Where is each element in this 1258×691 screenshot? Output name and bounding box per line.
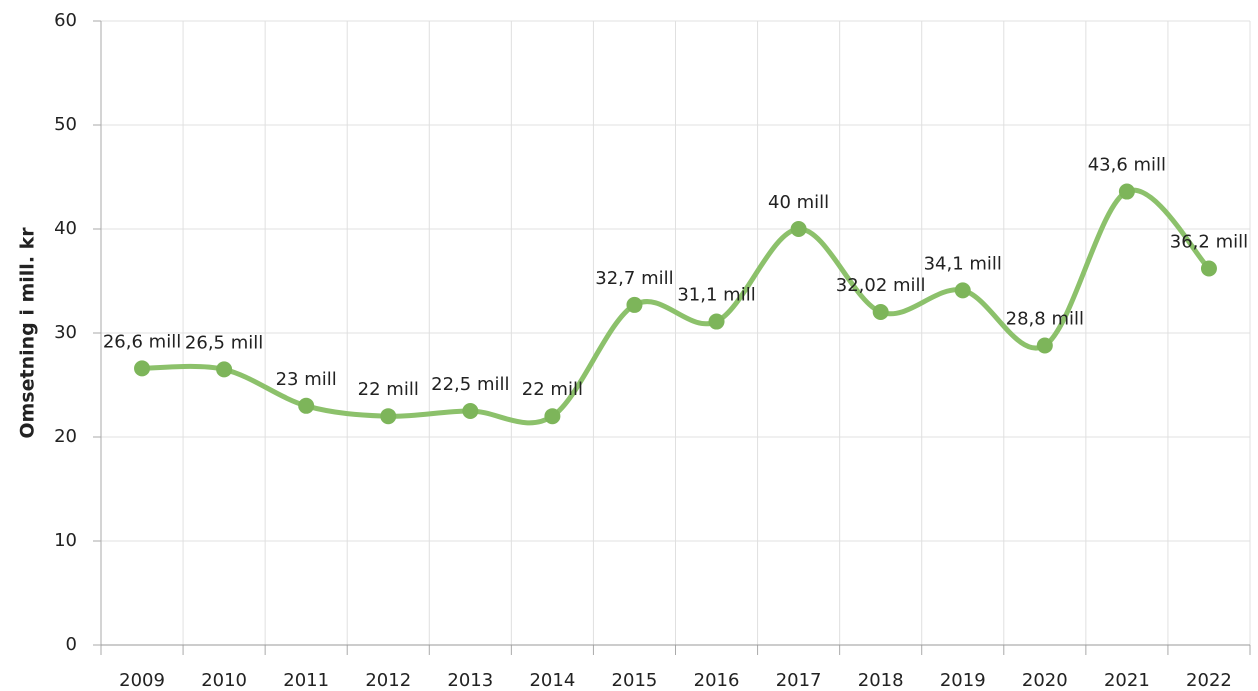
x-tick-label: 2022 bbox=[1186, 670, 1232, 691]
x-tick-label: 2015 bbox=[612, 670, 658, 691]
x-tick-label: 2017 bbox=[776, 670, 822, 691]
y-tick-label: 10 bbox=[54, 530, 77, 551]
point bbox=[380, 408, 397, 425]
data-label: 32,7 mill bbox=[595, 268, 673, 289]
x-tick-label: 2018 bbox=[858, 670, 904, 691]
data-label: 31,1 mill bbox=[677, 285, 755, 306]
data-label: 28,8 mill bbox=[1006, 308, 1084, 329]
x-tick-label: 2019 bbox=[940, 670, 986, 691]
x-tick-label: 2009 bbox=[119, 670, 165, 691]
data-label: 23 mill bbox=[276, 369, 337, 390]
point bbox=[1118, 183, 1135, 200]
data-label: 43,6 mill bbox=[1088, 155, 1166, 176]
point bbox=[708, 313, 725, 330]
point bbox=[954, 282, 971, 299]
data-label: 32,02 mill bbox=[836, 275, 926, 296]
y-tick-label: 30 bbox=[54, 322, 77, 343]
x-tick-label: 2021 bbox=[1104, 670, 1150, 691]
point bbox=[1036, 337, 1053, 354]
x-tick-label: 2011 bbox=[283, 670, 329, 691]
y-tick-label: 50 bbox=[54, 114, 77, 135]
data-label: 40 mill bbox=[768, 192, 829, 213]
y-tick-label: 0 bbox=[66, 634, 77, 655]
x-tick-label: 2014 bbox=[529, 670, 575, 691]
x-tick-label: 2020 bbox=[1022, 670, 1068, 691]
data-label: 34,1 mill bbox=[924, 253, 1002, 274]
y-tick-label: 60 bbox=[54, 10, 77, 31]
point bbox=[1200, 260, 1217, 277]
x-tick-label: 2013 bbox=[447, 670, 493, 691]
point bbox=[790, 221, 807, 237]
x-tick-label: 2016 bbox=[694, 670, 740, 691]
x-tick-label: 2012 bbox=[365, 670, 411, 691]
x-tick-label: 2010 bbox=[201, 670, 247, 691]
point bbox=[626, 296, 643, 313]
point bbox=[134, 360, 151, 377]
point bbox=[216, 361, 233, 378]
data-label: 22 mill bbox=[358, 379, 419, 400]
point bbox=[462, 403, 479, 419]
y-tick-label: 20 bbox=[54, 426, 77, 447]
data-label: 36,2 mill bbox=[1170, 232, 1248, 253]
y-axis-label: Omsetning i mill. kr bbox=[17, 227, 39, 439]
point bbox=[872, 303, 889, 320]
point bbox=[298, 397, 315, 414]
data-label: 26,5 mill bbox=[185, 332, 263, 353]
point bbox=[544, 408, 561, 425]
y-tick-label: 40 bbox=[54, 218, 77, 239]
data-label: 22 mill bbox=[522, 379, 583, 400]
data-label: 22,5 mill bbox=[431, 374, 509, 395]
data-label: 26,6 mill bbox=[103, 331, 181, 352]
